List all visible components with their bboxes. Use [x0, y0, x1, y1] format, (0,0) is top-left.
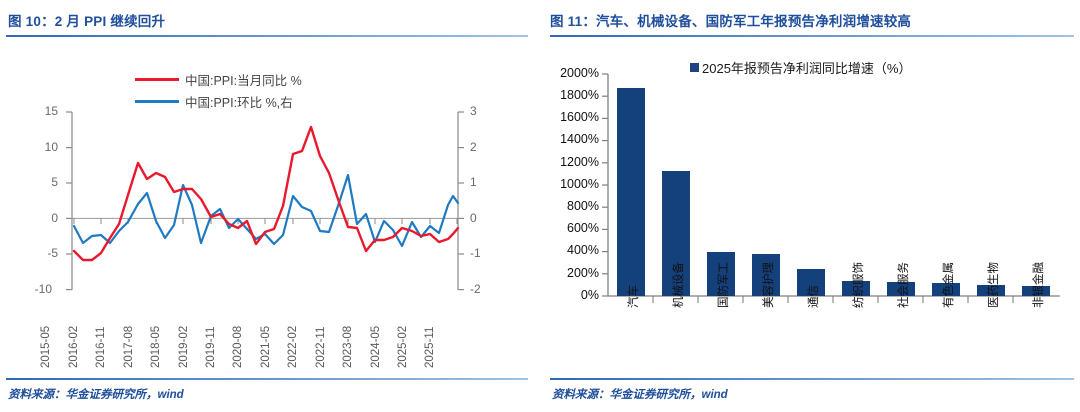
category-label: 国防军工 — [718, 262, 730, 308]
bar-y-label: 1600% — [560, 110, 599, 124]
bar-y-label: 1000% — [560, 177, 599, 191]
right-title-divider — [550, 35, 1074, 37]
legend-label-ppi-yoy: 中国:PPI:当月同比 % — [185, 73, 302, 88]
bar-qiche — [617, 88, 645, 296]
category-label: 纺织服饰 — [853, 262, 865, 308]
x-tick-label: 2024-05 — [370, 325, 382, 368]
x-tick-label: 2025-02 — [397, 325, 409, 368]
right-source-note: 资料来源：华金证券研究所，wind — [552, 389, 728, 401]
legend-item-ppi-yoy: 中国:PPI:当月同比 % — [135, 68, 302, 90]
x-tick-label: 2025-11 — [424, 326, 436, 368]
bar-y-label: 400% — [567, 243, 599, 257]
right-bar-chart-plot — [540, 0, 1080, 412]
category-label: 通信 — [808, 285, 820, 308]
x-tick-label: 2023-08 — [342, 325, 354, 368]
bar-shehuifuwu — [887, 282, 915, 296]
bar-y-label: 800% — [567, 199, 599, 213]
bar-chart-y-ticks — [602, 73, 608, 297]
bar-guofangjungong — [707, 251, 735, 296]
x-tick-label: 2020-08 — [232, 325, 244, 368]
legend-swatch-ppi-yoy — [135, 77, 179, 81]
right-axis-label-2: 2 — [470, 140, 477, 154]
x-tick-label: 2022-11 — [315, 326, 327, 368]
x-axis-ticks — [73, 218, 458, 224]
bar-chart-x-ticks — [652, 296, 1014, 303]
right-axis-ticks — [458, 111, 464, 291]
legend-swatch-net-profit-growth — [690, 63, 699, 72]
left-axis-label-5: 5 — [51, 175, 58, 189]
bar-y-label: 1400% — [560, 132, 599, 146]
right-footer-divider — [550, 378, 1074, 380]
left-figure-panel: 图 10：2 月 PPI 继续回升 中国:PPI:当月同比 % 中国:PPI:环… — [6, 14, 528, 401]
ppi-mom-line — [72, 173, 460, 248]
left-axis-label-neg10: -10 — [34, 282, 52, 296]
right-chart-svg — [602, 73, 1060, 303]
right-figure-panel: 图 11：汽车、机械设备、国防军工年报预告净利润增速较高 2025年报预告净利润… — [540, 0, 1080, 412]
bar-tongxin — [797, 269, 825, 296]
x-tick-label: 2019-02 — [178, 325, 190, 368]
left-chart-svg — [66, 111, 464, 291]
right-axis-label-3: 3 — [470, 104, 477, 118]
x-tick-label: 2019-11 — [205, 326, 217, 368]
category-label: 非银金融 — [1033, 262, 1045, 308]
bar-meironghuli — [752, 253, 780, 296]
left-axis-ticks — [66, 111, 72, 291]
right-figure-title: 图 11：汽车、机械设备、国防军工年报预告净利润增速较高 — [550, 14, 912, 29]
x-tick-label: 2015-05 — [40, 325, 52, 368]
category-label: 有色金属 — [943, 262, 955, 308]
bar-y-label: 0% — [580, 288, 599, 302]
left-source-note: 资料来源：华金证券研究所，wind — [8, 389, 184, 401]
right-axis-label-neg1: -1 — [470, 246, 481, 260]
legend-item-ppi-mom: 中国:PPI:环比 %,右 — [135, 90, 302, 112]
left-line-chart-plot — [66, 111, 464, 291]
legend-label-net-profit-growth: 2025年报预告净利润同比增速（%） — [702, 61, 912, 76]
bar-y-label: 2000% — [560, 66, 599, 80]
bar-y-label: 1200% — [560, 155, 599, 169]
category-label: 汽车 — [628, 285, 640, 308]
x-tick-label: 2016-11 — [95, 326, 107, 368]
category-label: 美容护理 — [763, 262, 775, 308]
right-chart-legend: 2025年报预告净利润同比增速（%） — [690, 58, 911, 77]
bar-y-label: 1800% — [560, 88, 599, 102]
legend-swatch-ppi-mom — [135, 99, 179, 103]
right-axis-label-neg2: -2 — [470, 282, 481, 296]
x-tick-label: 2021-05 — [260, 325, 272, 368]
left-axis-label-0: 0 — [51, 211, 58, 225]
bar-y-label: 600% — [567, 221, 599, 235]
legend-label-ppi-mom: 中国:PPI:环比 %,右 — [185, 95, 293, 110]
x-tick-label: 2022-02 — [287, 325, 299, 368]
bar-y-label: 200% — [567, 266, 599, 280]
left-axis-label-10: 10 — [44, 140, 58, 154]
bar-yiyaoshengwu — [977, 285, 1005, 296]
left-footer-divider — [6, 378, 528, 380]
category-label: 社会服务 — [898, 262, 910, 308]
right-axis-label-1: 1 — [470, 175, 477, 189]
category-label: 医药生物 — [988, 262, 1000, 308]
x-tick-label: 2018-05 — [150, 325, 162, 368]
right-axis-label-0: 0 — [470, 211, 477, 225]
left-axis-label-neg5: -5 — [47, 246, 58, 260]
left-chart-legend: 中国:PPI:当月同比 % 中国:PPI:环比 %,右 — [135, 68, 302, 112]
bar-jixieshebei — [662, 170, 690, 296]
left-figure-title: 图 10：2 月 PPI 继续回升 — [8, 14, 166, 29]
bar-feiyinjinrong — [1022, 286, 1050, 296]
left-axis-label-15: 15 — [44, 104, 58, 118]
left-title-divider — [6, 35, 528, 37]
bar-fangzhifushi — [842, 281, 870, 296]
bar-yousejinshu — [932, 282, 960, 296]
category-label: 机械设备 — [673, 262, 685, 308]
x-tick-label: 2016-02 — [68, 325, 80, 368]
x-tick-label: 2017-08 — [123, 325, 135, 368]
ppi-yoy-line — [72, 125, 460, 262]
